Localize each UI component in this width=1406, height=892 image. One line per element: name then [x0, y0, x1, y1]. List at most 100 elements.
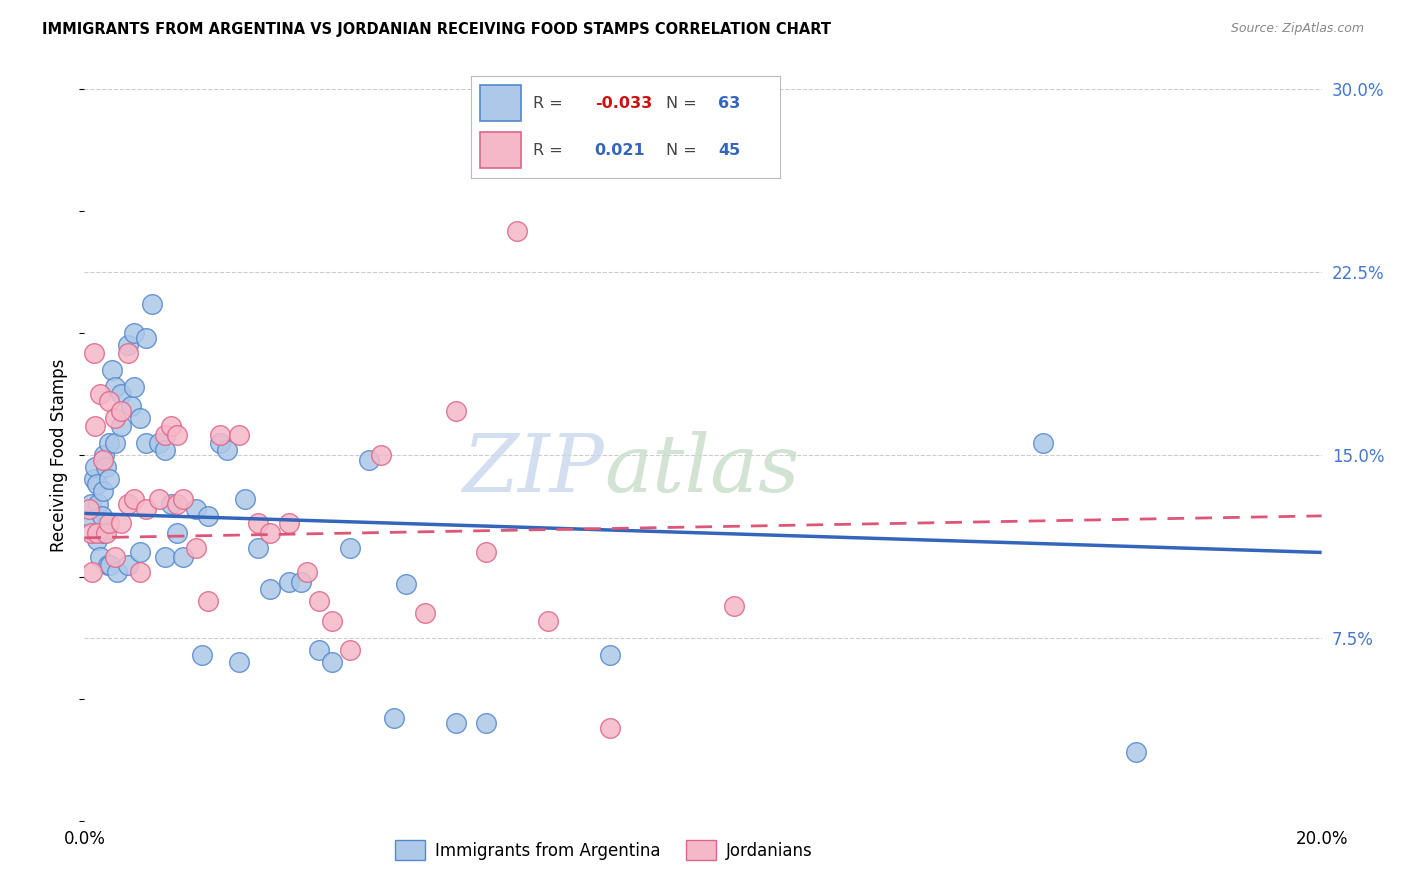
Point — [135, 435, 157, 450]
Point — [153, 428, 176, 442]
Point — [599, 721, 621, 735]
Y-axis label: Receiving Food Stamps: Receiving Food Stamps — [51, 359, 69, 551]
Point — [104, 435, 127, 450]
Point — [191, 648, 214, 662]
Point — [246, 516, 269, 531]
Point — [117, 345, 139, 359]
Point — [83, 345, 105, 359]
Point — [308, 594, 330, 608]
Point — [197, 594, 219, 608]
Text: atlas: atlas — [605, 431, 800, 508]
Point — [475, 716, 498, 731]
Point — [321, 614, 343, 628]
Point — [228, 655, 250, 669]
Point — [166, 497, 188, 511]
Point — [259, 525, 281, 540]
Point — [98, 435, 121, 450]
Text: R =: R = — [533, 95, 568, 111]
Point — [97, 558, 120, 572]
Point — [120, 399, 142, 413]
Point — [277, 574, 299, 589]
Point — [93, 448, 115, 462]
Text: R =: R = — [533, 143, 568, 158]
Point — [91, 484, 114, 499]
Point — [98, 516, 121, 531]
Point — [117, 338, 139, 352]
Point — [89, 387, 111, 401]
Point — [172, 550, 194, 565]
Point — [79, 497, 101, 511]
Point — [209, 428, 232, 442]
Point — [413, 607, 436, 621]
FancyBboxPatch shape — [481, 85, 520, 121]
Point — [1032, 435, 1054, 450]
Point — [308, 643, 330, 657]
Point — [89, 550, 111, 565]
Point — [79, 508, 101, 523]
Text: Source: ZipAtlas.com: Source: ZipAtlas.com — [1230, 22, 1364, 36]
FancyBboxPatch shape — [481, 132, 520, 168]
Point — [86, 533, 108, 548]
Point — [382, 711, 405, 725]
Point — [87, 497, 110, 511]
Point — [599, 648, 621, 662]
Point — [321, 655, 343, 669]
Point — [723, 599, 745, 613]
Point — [370, 448, 392, 462]
Point — [537, 614, 560, 628]
Point — [166, 525, 188, 540]
Point — [79, 525, 101, 540]
Point — [148, 435, 170, 450]
Point — [160, 497, 183, 511]
Text: 0.021: 0.021 — [595, 143, 645, 158]
Point — [215, 443, 238, 458]
Point — [129, 411, 152, 425]
Point — [153, 550, 176, 565]
Point — [153, 443, 176, 458]
Point — [160, 418, 183, 433]
Point — [98, 558, 121, 572]
Legend: Immigrants from Argentina, Jordanians: Immigrants from Argentina, Jordanians — [388, 833, 820, 867]
Point — [84, 418, 107, 433]
Point — [122, 491, 145, 506]
Text: ZIP: ZIP — [463, 431, 605, 508]
Point — [94, 460, 117, 475]
Point — [135, 331, 157, 345]
Point — [104, 550, 127, 565]
Point — [79, 501, 101, 516]
Point — [129, 565, 152, 579]
Point — [290, 574, 312, 589]
Text: N =: N = — [666, 95, 702, 111]
Point — [506, 131, 529, 145]
Point — [166, 428, 188, 442]
Point — [184, 541, 207, 555]
Point — [90, 508, 112, 523]
Point — [80, 565, 103, 579]
Point — [91, 452, 114, 467]
Point — [110, 418, 132, 433]
Point — [104, 411, 127, 425]
Text: 45: 45 — [718, 143, 741, 158]
Point — [122, 326, 145, 340]
Point — [129, 545, 152, 559]
Point — [537, 151, 560, 165]
Point — [259, 582, 281, 596]
Point — [117, 558, 139, 572]
Point — [444, 404, 467, 418]
Text: N =: N = — [666, 143, 702, 158]
Point — [110, 387, 132, 401]
Point — [339, 541, 361, 555]
Point — [86, 477, 108, 491]
Point — [184, 501, 207, 516]
Point — [295, 565, 318, 579]
Text: IMMIGRANTS FROM ARGENTINA VS JORDANIAN RECEIVING FOOD STAMPS CORRELATION CHART: IMMIGRANTS FROM ARGENTINA VS JORDANIAN R… — [42, 22, 831, 37]
Text: -0.033: -0.033 — [595, 95, 652, 111]
Point — [141, 297, 163, 311]
Point — [277, 516, 299, 531]
Point — [86, 525, 108, 540]
Point — [197, 508, 219, 523]
Point — [91, 525, 114, 540]
Point — [94, 525, 117, 540]
Point — [444, 716, 467, 731]
Point — [101, 362, 124, 376]
